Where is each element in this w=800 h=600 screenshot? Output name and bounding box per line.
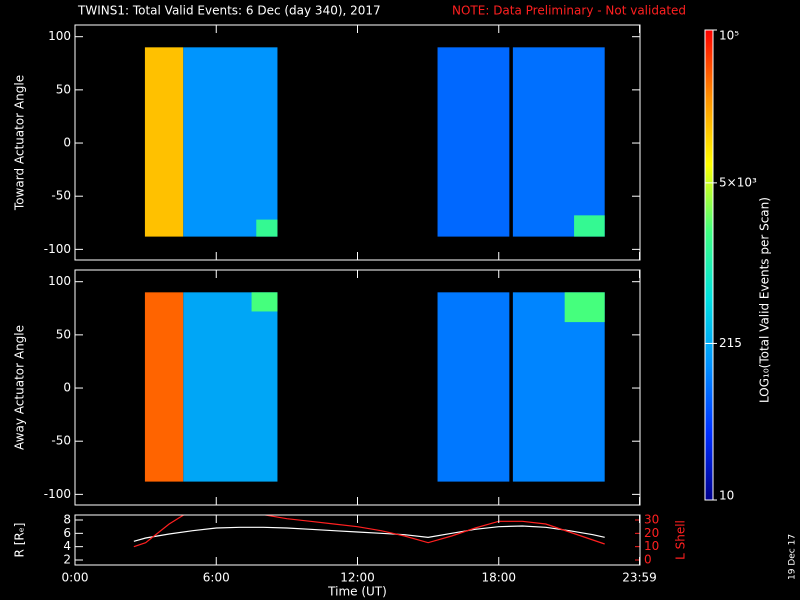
y-tick-label: 100: [48, 29, 71, 43]
y2-tick-label: 30: [644, 513, 659, 527]
y-tick-label: 2: [63, 553, 71, 567]
y-tick-label: 8: [63, 513, 71, 527]
y-tick-label: 4: [63, 539, 71, 553]
colorbar-tick-label: 215: [719, 336, 742, 350]
heatmap-cell: [574, 215, 605, 237]
heatmap-cell: [144, 292, 184, 482]
plot-area: [144, 47, 605, 237]
y-tick-label: 100: [48, 274, 71, 288]
heatmap-cell: [437, 47, 510, 237]
colorbar: [705, 30, 713, 500]
colorbar-tick-label: 5×10³: [719, 175, 757, 189]
plot-area: [133, 515, 605, 548]
heatmap-cell: [144, 47, 184, 237]
line: [133, 525, 605, 542]
y2-axis-label: L Shell: [674, 520, 688, 560]
line: [133, 515, 605, 548]
heatmap-cell: [437, 292, 510, 482]
x-tick-label: 12:00: [340, 571, 375, 585]
note: NOTE: Data Preliminary - Not validated: [452, 4, 686, 18]
x-tick-label: 23:59: [622, 571, 657, 585]
y-tick-label: 6: [63, 526, 71, 540]
x-tick-label: 0:00: [62, 571, 89, 585]
y-tick-label: 0: [63, 136, 71, 150]
x-tick-label: 6:00: [203, 571, 230, 585]
date-stamp: 19 Dec 17: [788, 534, 798, 580]
heatmap-cell: [512, 292, 605, 482]
heatmap-cell: [512, 47, 605, 237]
heatmap-cell: [564, 292, 605, 323]
colorbar-label: LOG₁₀(Total Valid Events per Scan): [758, 197, 772, 403]
y2-tick-label: 20: [644, 526, 659, 540]
y-tick-label: -100: [44, 487, 71, 501]
y-axis-label: Away Actuator Angle: [13, 325, 27, 450]
x-axis-label: Time (UT): [327, 585, 387, 599]
colorbar-tick-label: 10: [719, 489, 734, 503]
heatmap-cell: [256, 219, 278, 237]
y-tick-label: 0: [63, 381, 71, 395]
heatmap-cell: [183, 292, 278, 482]
y-axis-label: R [Rₑ]: [13, 523, 27, 558]
y-tick-label: -50: [51, 189, 71, 203]
chart-title: TWINS1: Total Valid Events: 6 Dec (day 3…: [77, 4, 381, 18]
heatmap-cell: [183, 47, 278, 237]
y-tick-label: -50: [51, 434, 71, 448]
y2-tick-label: 10: [644, 539, 659, 553]
colorbar-tick-label: 10⁵: [719, 29, 739, 43]
x-tick-label: 18:00: [481, 571, 516, 585]
y-axis-label: Toward Actuator Angle: [13, 75, 27, 211]
y2-tick-label: 0: [644, 553, 652, 567]
heatmap-cell: [251, 292, 278, 312]
y-tick-label: 50: [56, 82, 71, 96]
plot-area: [144, 292, 605, 482]
y-tick-label: -100: [44, 242, 71, 256]
y-tick-label: 50: [56, 327, 71, 341]
